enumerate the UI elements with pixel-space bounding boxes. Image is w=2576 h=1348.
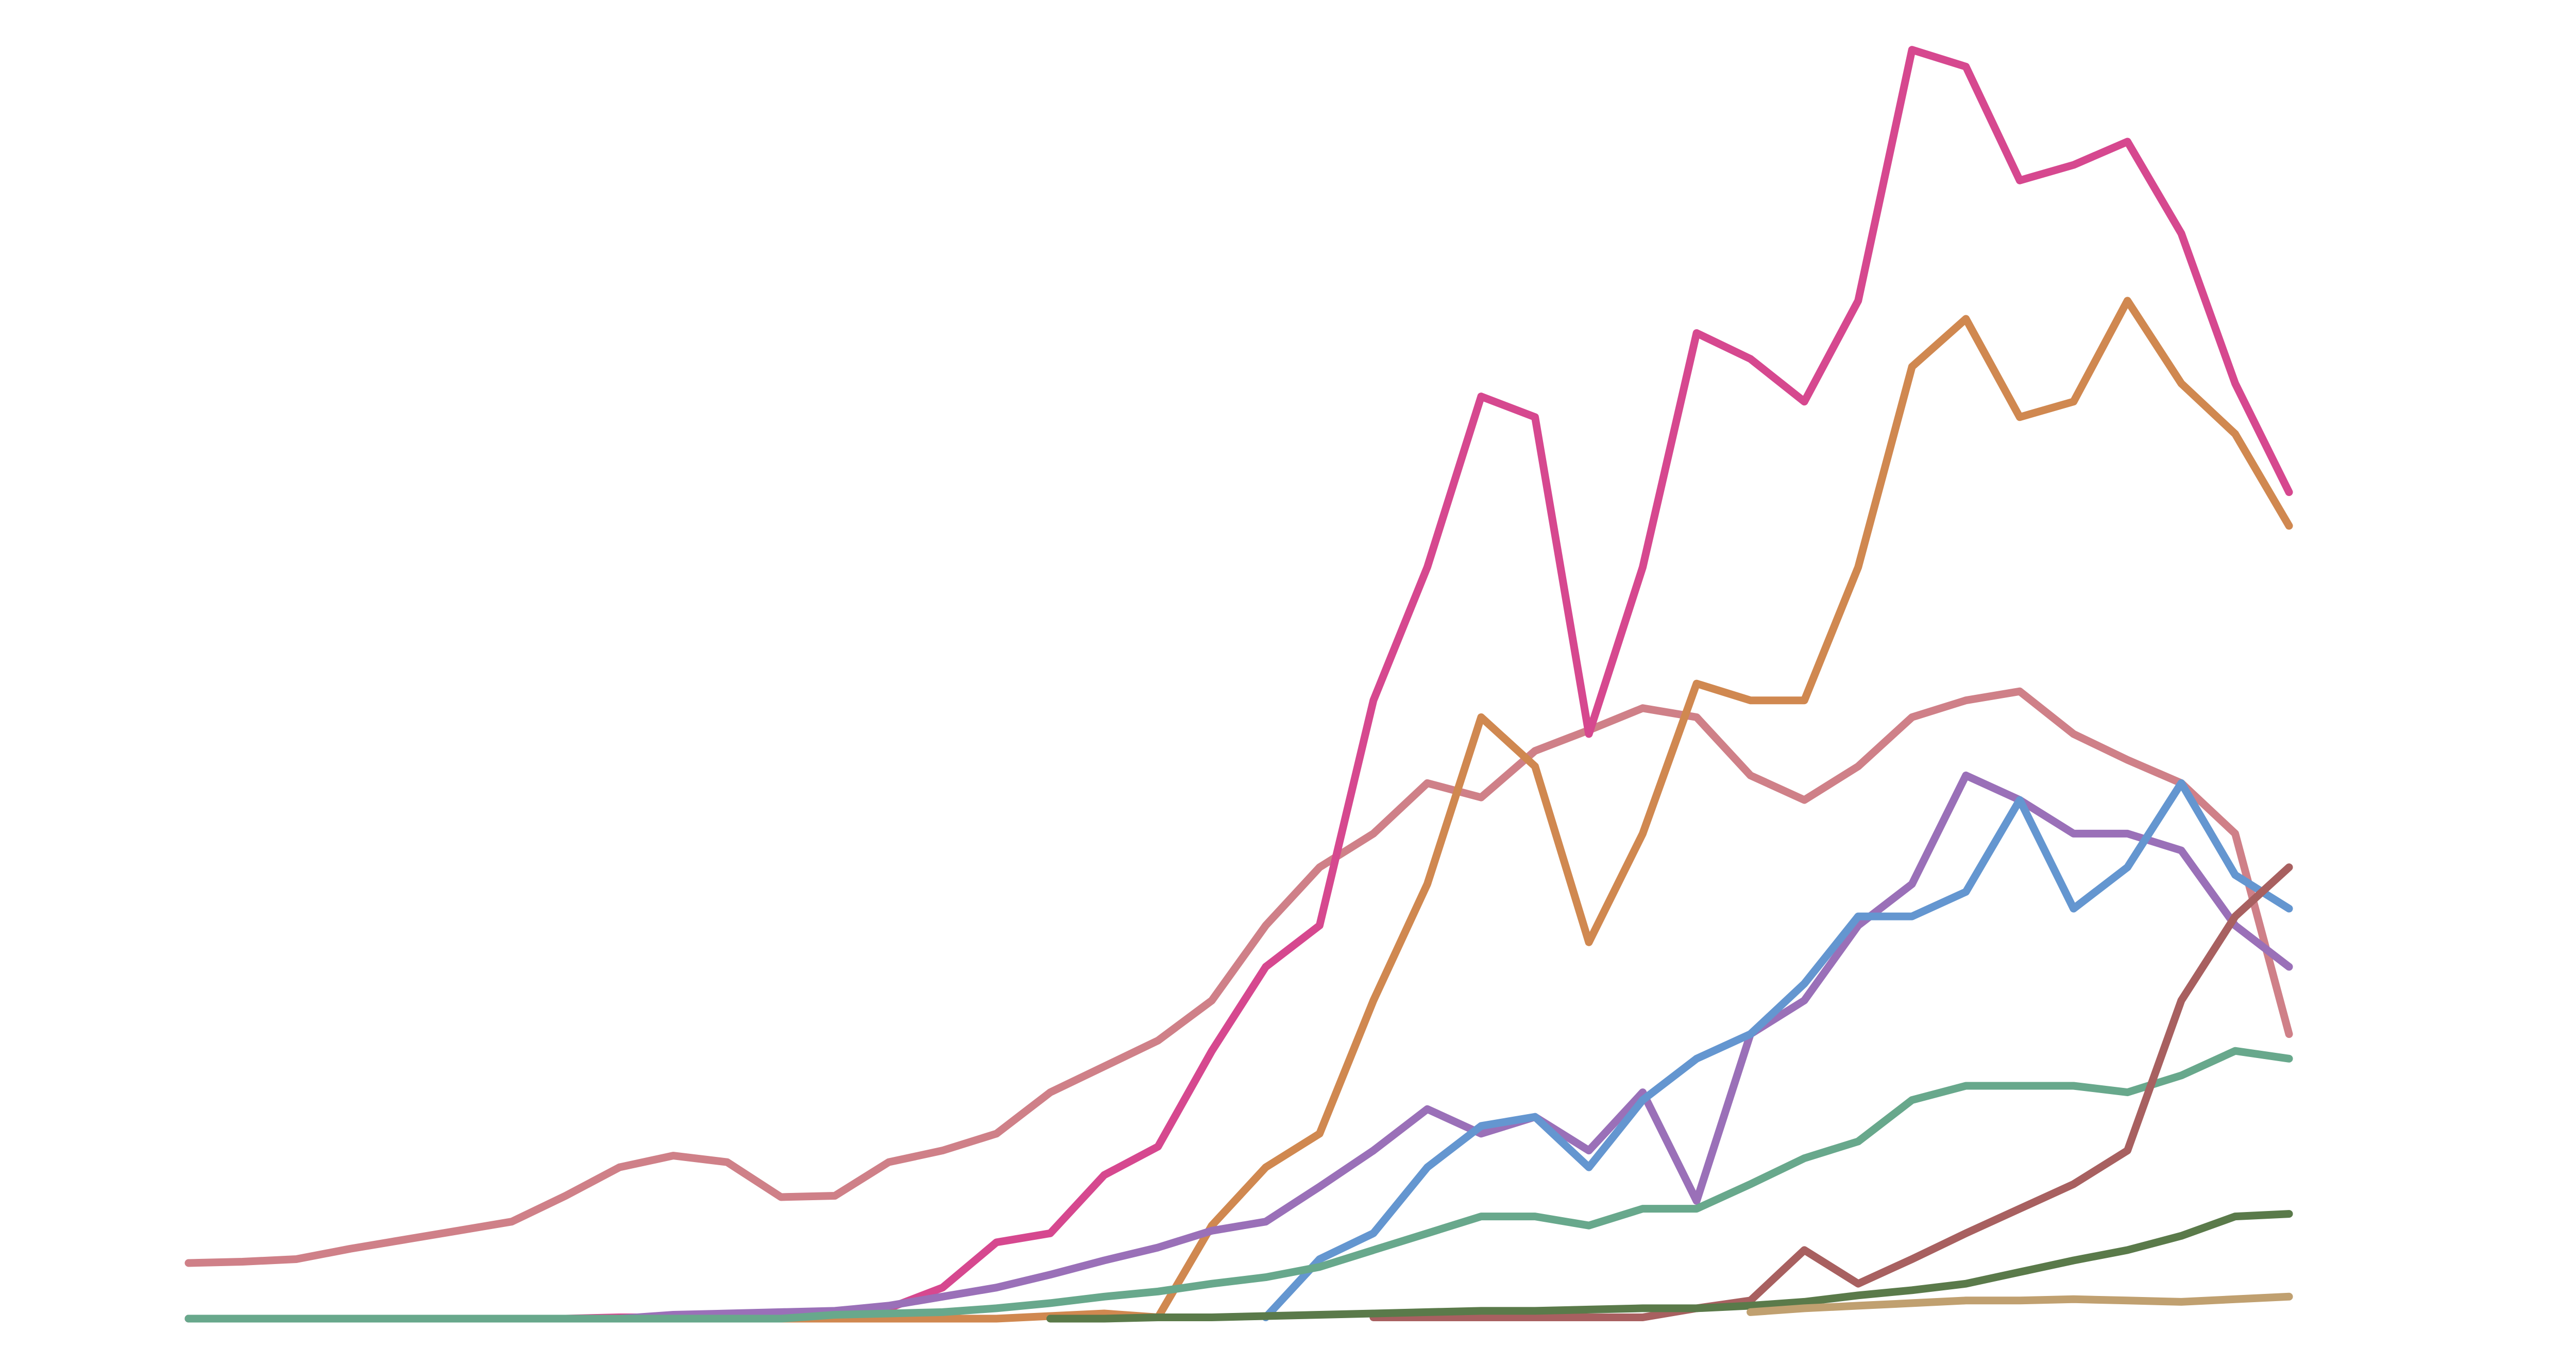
series-line xyxy=(184,687,2293,1267)
series-line xyxy=(184,771,2293,1323)
series-line xyxy=(1046,1210,2293,1323)
series-line xyxy=(184,1047,2293,1323)
series-line xyxy=(184,46,2293,1323)
series-line xyxy=(1747,1292,2293,1316)
series-line xyxy=(1369,863,2293,1321)
series-line xyxy=(184,297,2293,1323)
series-line xyxy=(1262,779,2293,1321)
